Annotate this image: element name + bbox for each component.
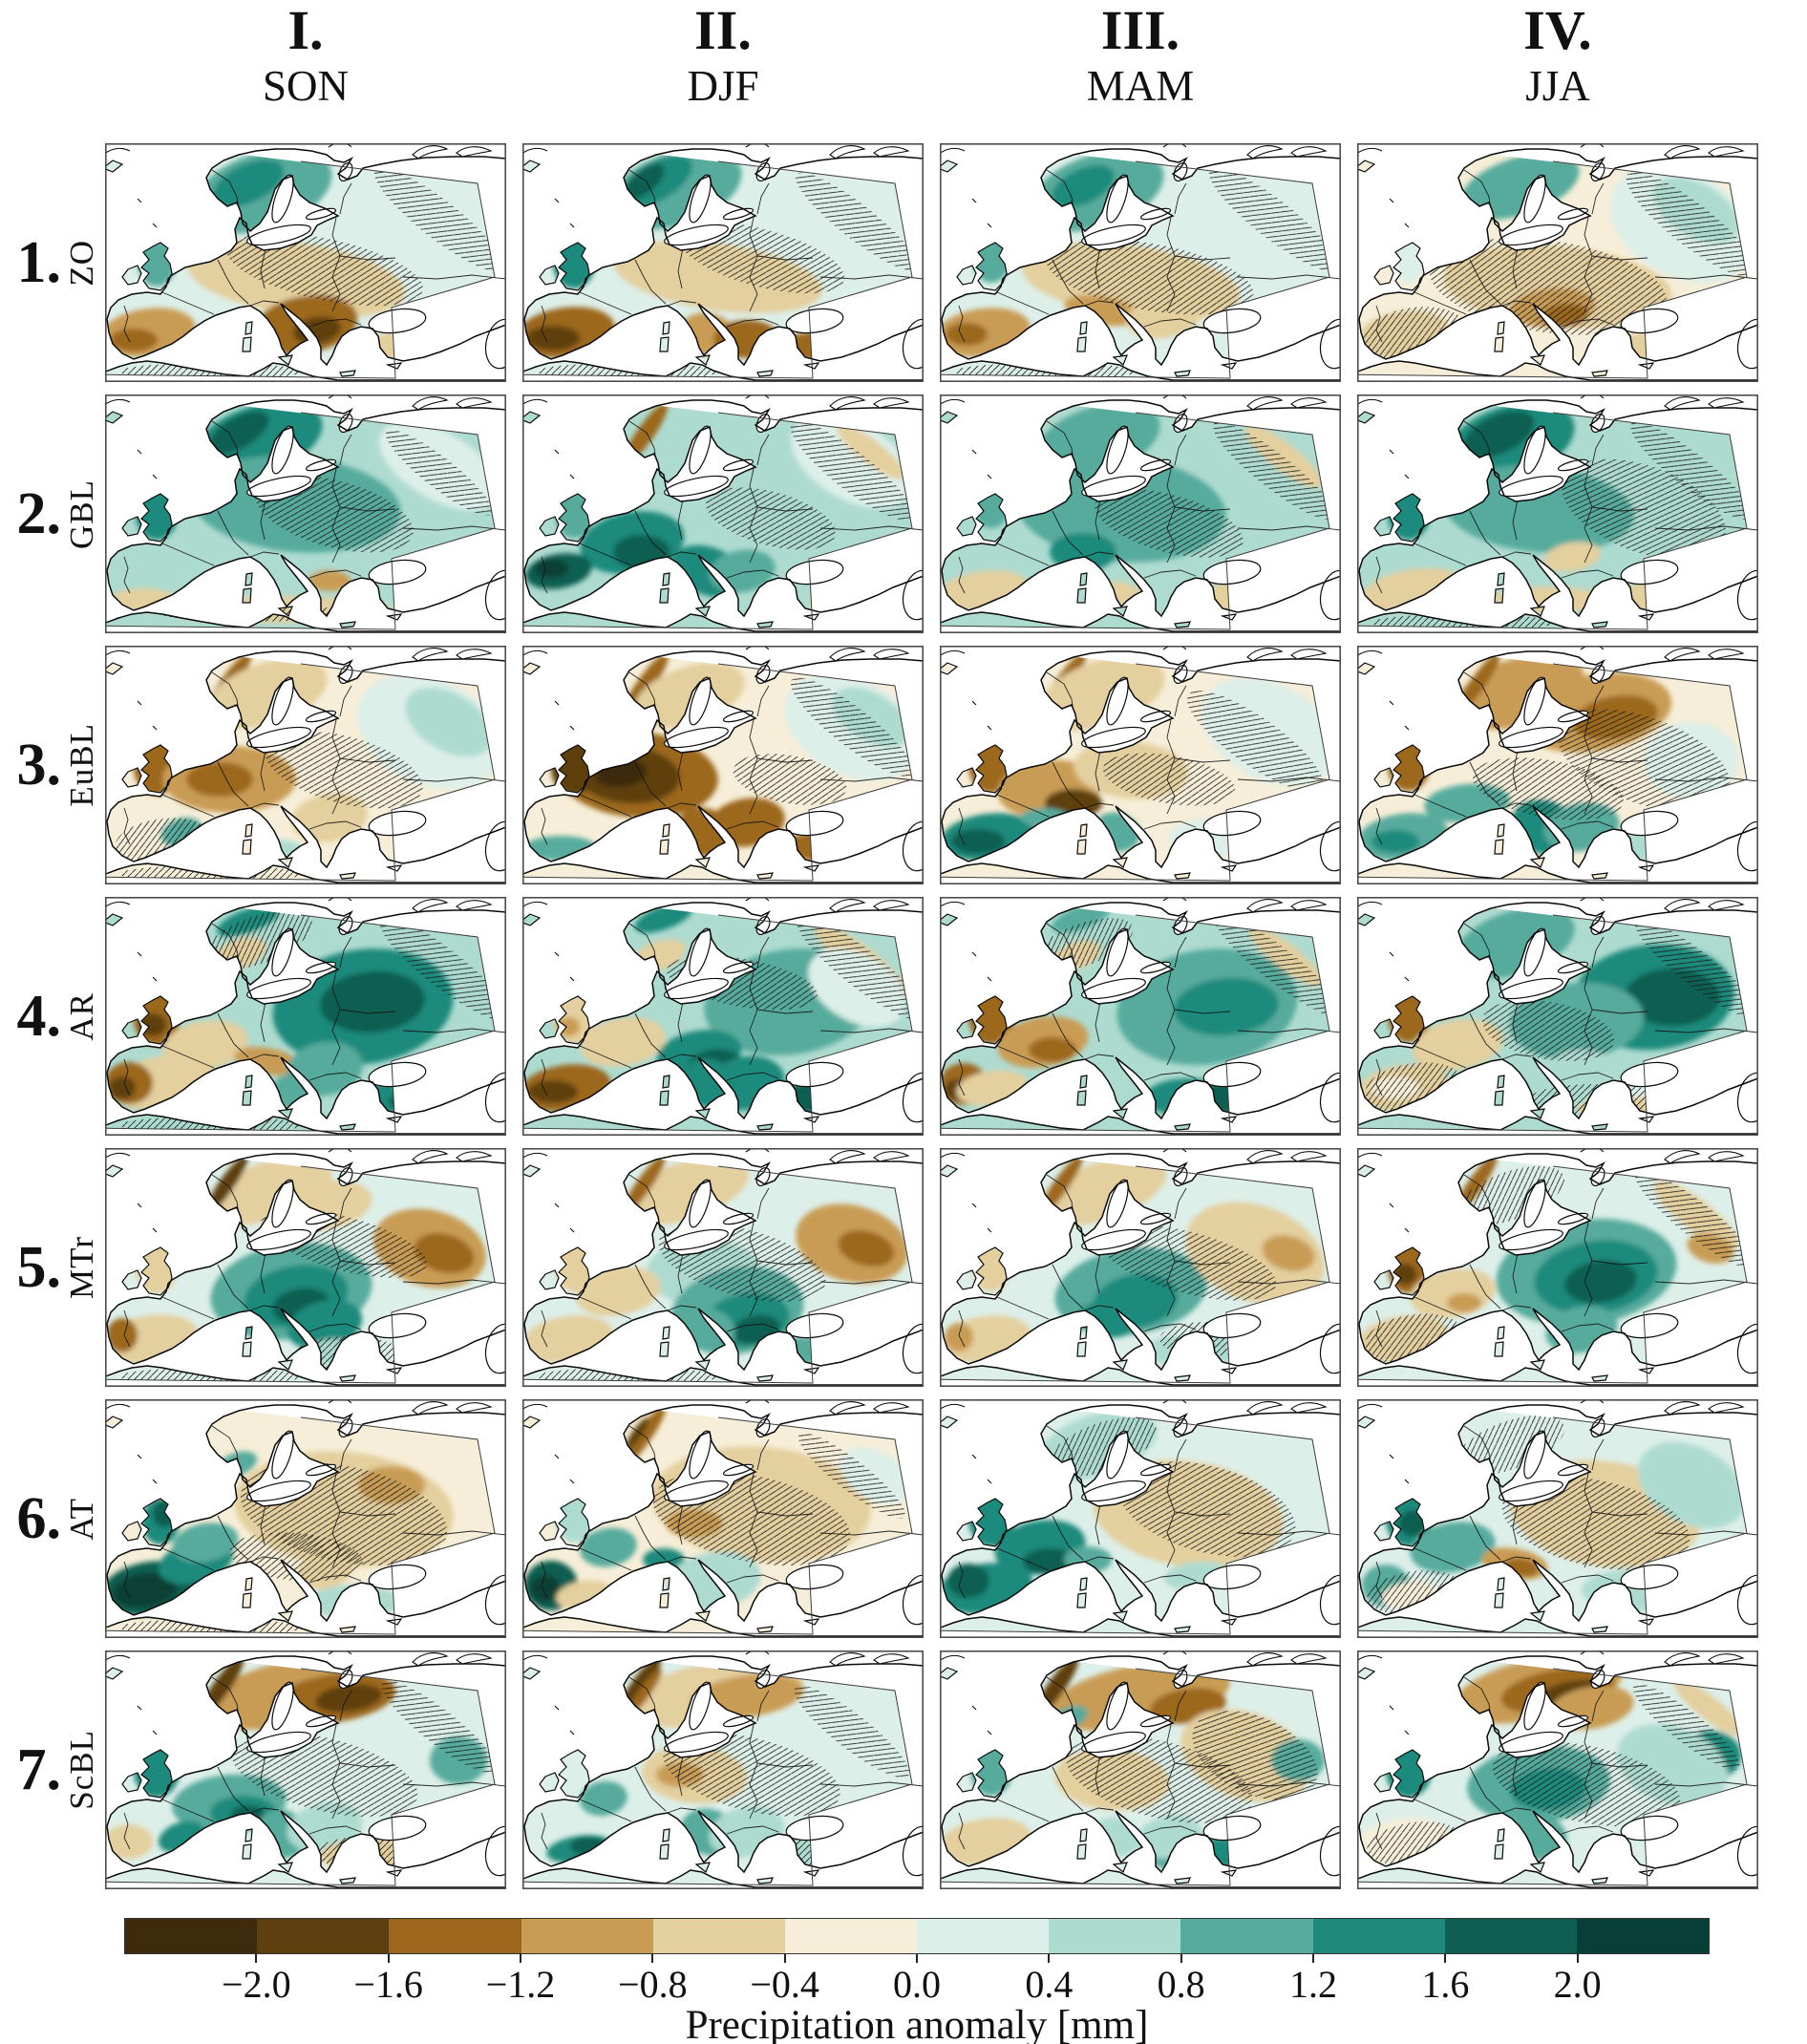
row-label-ZO: 1. ZO — [0, 143, 101, 382]
colorbar-tick-label: −0.4 — [750, 1963, 819, 2006]
column-numeral: IV. — [1523, 0, 1592, 61]
colorbar-tick-label: −1.6 — [353, 1963, 423, 2006]
map-panel-AT-SON — [105, 1399, 506, 1638]
colorbar-tick — [255, 1954, 258, 1963]
colorbar-segment — [784, 1919, 918, 1953]
row-label-ScBL: 7. ScBL — [0, 1650, 101, 1889]
colorbar-tick — [651, 1954, 654, 1963]
row-number: 5. — [16, 1234, 62, 1300]
map-panel-EuBL-JJA — [1357, 646, 1758, 884]
column-numeral: II. — [694, 0, 752, 61]
colorbar-segment — [389, 1919, 521, 1953]
column-numeral: I. — [287, 0, 324, 61]
colorbar-tick — [387, 1954, 390, 1963]
colorbar-label: Precipitation anomaly [mm] — [685, 2003, 1149, 2044]
colorbar-tick — [1444, 1954, 1447, 1963]
map-panel-ScBL-DJF — [522, 1650, 924, 1889]
colorbar-tick-label: −0.8 — [618, 1963, 688, 2006]
column-header-DJF: II. DJF — [522, 0, 924, 134]
map-panel-MTr-SON — [105, 1148, 506, 1387]
row-regime: EuBL — [63, 723, 100, 807]
row-regime: AR — [63, 991, 100, 1041]
colorbar-segment — [652, 1919, 785, 1953]
column-season: SON — [262, 62, 350, 110]
map-panel-GBL-JJA — [1357, 394, 1758, 633]
colorbar-tick-label: 0.0 — [893, 1963, 941, 2006]
map-panel-GBL-MAM — [940, 394, 1341, 633]
row-label-GBL: 2. GBL — [0, 394, 101, 633]
colorbar-segment — [917, 1919, 1050, 1953]
colorbar-segment — [1444, 1919, 1577, 1953]
colorbar-segment — [1180, 1919, 1313, 1953]
colorbar-tick-label: 1.6 — [1421, 1963, 1470, 2006]
column-season: DJF — [687, 62, 759, 110]
colorbar-tick-label: 2.0 — [1553, 1963, 1602, 2006]
colorbar-tick — [520, 1954, 521, 1963]
map-panel-EuBL-SON — [105, 646, 506, 884]
column-season: JJA — [1525, 62, 1590, 110]
map-panel-ZO-JJA — [1357, 143, 1758, 382]
colorbar-tick-label: −1.2 — [485, 1963, 556, 2006]
map-panel-AT-MAM — [940, 1399, 1341, 1638]
map-panel-EuBL-MAM — [940, 646, 1341, 884]
colorbar-scale — [124, 1918, 1710, 1954]
row-regime: ZO — [63, 239, 100, 287]
colorbar-tick — [1180, 1954, 1182, 1963]
map-panel-EuBL-DJF — [522, 646, 924, 884]
colorbar-tick — [916, 1954, 918, 1963]
column-season: MAM — [1086, 62, 1195, 110]
colorbar-segment — [521, 1919, 653, 1953]
column-header-MAM: III. MAM — [940, 0, 1341, 134]
map-panel-AR-MAM — [940, 897, 1341, 1136]
map-panel-GBL-DJF — [522, 394, 924, 633]
row-regime: ScBL — [63, 1730, 100, 1810]
colorbar-segment — [1049, 1919, 1181, 1953]
colorbar-tick — [1312, 1954, 1314, 1963]
row-regime: MTr — [63, 1236, 100, 1299]
colorbar-tick — [1048, 1954, 1051, 1963]
row-number: 3. — [16, 732, 62, 798]
map-panel-ZO-MAM — [940, 143, 1341, 382]
row-label-MTr: 5. MTr — [0, 1148, 101, 1387]
row-label-AR: 4. AR — [0, 897, 101, 1136]
map-panel-GBL-SON — [105, 394, 506, 633]
map-panel-ScBL-JJA — [1357, 1650, 1758, 1889]
row-number: 6. — [16, 1485, 62, 1551]
row-label-EuBL: 3. EuBL — [0, 646, 101, 884]
map-panel-ScBL-MAM — [940, 1650, 1341, 1889]
row-label-AT: 6. AT — [0, 1399, 101, 1638]
colorbar-tick-label: 0.8 — [1157, 1963, 1205, 2006]
colorbar-segment — [257, 1919, 390, 1953]
colorbar-tick-label: −2.0 — [222, 1963, 291, 2006]
colorbar-tick — [783, 1954, 786, 1963]
map-panel-ScBL-SON — [105, 1650, 506, 1889]
map-panel-MTr-MAM — [940, 1148, 1341, 1387]
colorbar-tick-label: 1.2 — [1289, 1963, 1337, 2006]
row-regime: GBL — [63, 479, 100, 549]
column-numeral: III. — [1100, 0, 1180, 61]
column-header-SON: I. SON — [105, 0, 506, 134]
colorbar-tick-label: 0.4 — [1025, 1963, 1074, 2006]
map-panel-AR-JJA — [1357, 897, 1758, 1136]
map-panel-AT-DJF — [522, 1399, 924, 1638]
colorbar-segment — [125, 1919, 258, 1953]
map-panel-ZO-DJF — [522, 143, 924, 382]
row-regime: AT — [63, 1497, 100, 1541]
colorbar-segment — [1312, 1919, 1445, 1953]
column-header-JJA: IV. JJA — [1357, 0, 1758, 134]
colorbar-segment — [1576, 1919, 1710, 1953]
map-panel-AT-JJA — [1357, 1399, 1758, 1638]
colorbar-tick — [1576, 1954, 1579, 1963]
map-panel-MTr-DJF — [522, 1148, 924, 1387]
map-panel-AR-DJF — [522, 897, 924, 1136]
row-number: 2. — [16, 480, 62, 546]
row-number: 1. — [16, 229, 62, 295]
map-panel-ZO-SON — [105, 143, 506, 382]
map-panel-AR-SON — [105, 897, 506, 1136]
map-panel-MTr-JJA — [1357, 1148, 1758, 1387]
row-number: 7. — [16, 1736, 62, 1802]
row-number: 4. — [16, 983, 62, 1049]
